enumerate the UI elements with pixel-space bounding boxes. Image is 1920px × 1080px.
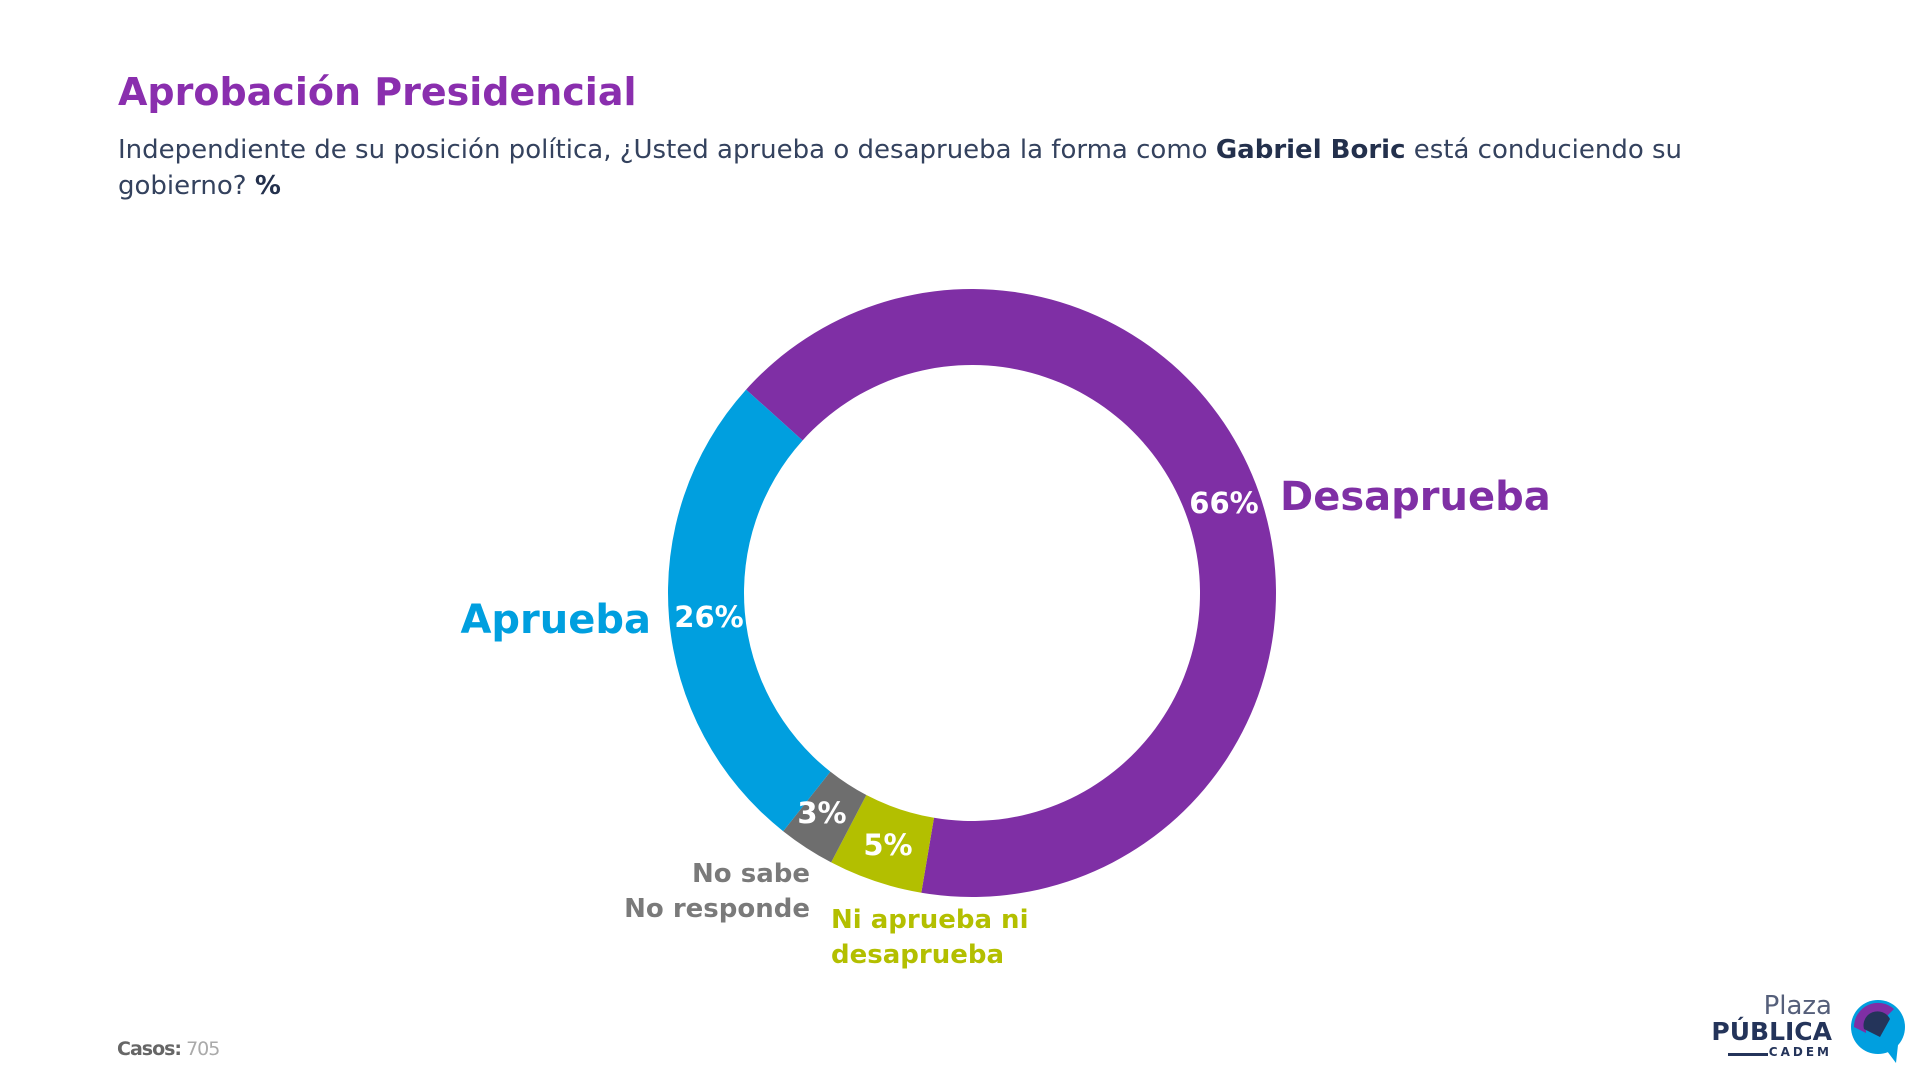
casos-label: Casos: [117, 1038, 182, 1060]
subtitle-bold-name: Gabriel Boric [1215, 135, 1406, 165]
donut-slice-ni-aprueba-ni-desaprueba [831, 795, 934, 893]
donut-slice-no-sabe-no-responde [783, 771, 867, 863]
value-label-nsnr: 3% [797, 796, 846, 830]
logo-text-plaza: Plaza [1763, 991, 1832, 1021]
value-label-ni: 5% [863, 828, 912, 862]
category-label-nsnr-1: No sabe [692, 859, 810, 889]
category-label-nsnr-2: No responde [624, 894, 810, 924]
sample-size: Casos: 705 [117, 1038, 220, 1060]
category-label-ni-1: Ni aprueba ni [831, 905, 1028, 935]
plaza-publica-cadem-logo: Plaza PÚBLICA CADEM [1711, 991, 1912, 1065]
logo-text-cadem: CADEM [1768, 1045, 1832, 1059]
category-label-ni-2: desaprueba [831, 940, 1004, 970]
logo-line [1728, 1053, 1768, 1056]
donut-slice-desaprueba [746, 288, 1276, 898]
donut-slice-aprueba [668, 389, 831, 832]
logo-text-publica: PÚBLICA [1711, 1017, 1832, 1046]
subtitle-text: Independiente de su posición política, ¿… [118, 135, 1216, 165]
category-label-aprueba: Aprueba [460, 597, 651, 643]
value-label-aprueba: 26% [674, 600, 743, 634]
speech-bubble-logo-icon [1851, 1000, 1905, 1063]
chart-subtitle: Independiente de su posición política, ¿… [118, 132, 1818, 204]
subtitle-unit: % [254, 171, 281, 201]
subtitle-text-2: está conduciendo su gobierno? [118, 135, 1683, 201]
chart-title: Aprobación Presidencial [118, 70, 637, 114]
category-label-desaprueba: Desaprueba [1280, 474, 1551, 520]
casos-value: 705 [186, 1038, 220, 1060]
value-label-desaprueba: 66% [1189, 486, 1258, 520]
